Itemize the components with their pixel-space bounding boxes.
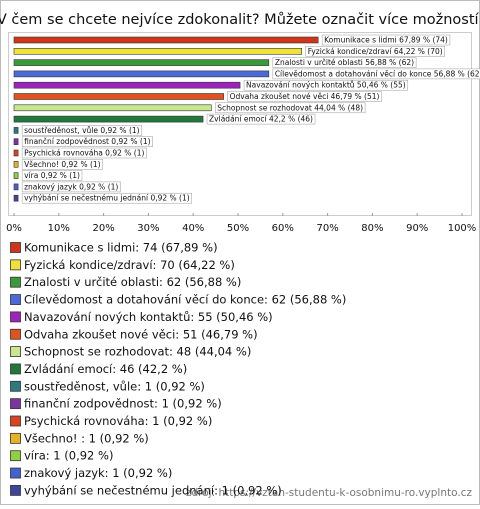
legend-swatch [10,450,21,462]
data-label: Cílevědomost a dotahování věcí do konce … [275,69,480,78]
bar [13,115,204,123]
data-label-box [21,125,142,136]
legend-swatch [10,346,21,358]
legend-label: víra: 1 (0,92 %) [24,449,113,463]
legend-swatch [10,467,21,479]
data-label-box [21,170,83,181]
data-label-box [243,79,409,91]
data-label: Schopnost se rozhodovat 44,04 % (48) [217,103,363,112]
legend-label: soustředěnost, vůle: 1 (0,92 %) [24,379,205,393]
source: zdroj: https://vztah-studentu-k-osobnimu… [186,487,473,499]
legend-swatch [10,484,21,496]
legend-swatch [10,328,21,340]
data-label: vyhýbání se nečestnému jednání 0,92 % (1… [24,194,190,203]
x-tick-label: 0% [6,223,22,234]
bar [13,149,19,157]
data-label: víra 0,92 % (1) [24,171,80,180]
bar [13,59,270,66]
x-tick-label: 100% [448,223,477,234]
data-label-box [21,147,147,159]
legend-swatch [10,432,21,444]
chart-title: V čem se chcete nejvíce zdokonalit? Může… [0,12,480,28]
data-label: Psychická rovnováha 0,92 % (1) [24,149,144,158]
x-tick-label: 80% [361,223,383,234]
data-label: Odvaha zkoušet nové věci 46,79 % (51) [230,92,380,101]
bar [13,93,224,100]
legend-label: vyhýbání se nečestnému jednání: 1 (0,92 … [24,483,282,497]
data-label-box [215,102,366,114]
data-label: finanční zodpovědnost 0,92 % (1) [24,137,150,146]
legend-swatch [10,242,21,253]
data-label-box [21,136,153,147]
legend-swatch [10,276,21,288]
x-tick-label: 40% [182,223,204,234]
legend-swatch [10,363,21,375]
data-label: Fyzická kondice/zdraví 64,22 % (70) [308,47,443,56]
legend-label: Odvaha zkoušet nové věci: 51 (46,79 %) [24,327,258,341]
bar [13,194,19,202]
data-label-box [21,159,103,170]
data-label: Komunikace s lidmi 67,89 % (74) [324,36,448,45]
x-tick-label: 20% [92,223,114,234]
legend-label: znakový jazyk: 1 (0,92 %) [24,466,172,480]
data-label: znakový jazyk 0,92 % (1) [24,182,118,191]
data-label-box [206,113,316,125]
legend-label: Znalosti v určité oblasti: 62 (56,88 %) [24,275,241,289]
data-label-box [305,46,446,57]
x-tick-label: 10% [48,223,70,234]
legend-swatch [10,311,21,323]
legend-label: Komunikace s lidmi: 74 (67,89 %) [24,241,218,255]
data-label-box [321,34,451,46]
data-label-box [21,181,121,193]
x-tick-label: 60% [272,223,294,234]
bar [13,47,303,55]
bar [13,104,212,112]
data-label: Znalosti v určité oblasti 56,88 % (62) [275,58,414,67]
bar [13,81,241,89]
bar [13,183,19,191]
bar [13,70,270,78]
x-tick-label: 70% [316,223,338,234]
data-label-box [272,68,480,80]
x-tick-label: 90% [406,223,428,234]
bar [13,172,19,179]
data-label-box [227,91,382,102]
data-label: Navazování nových kontaktů 50,46 % (55) [246,81,406,90]
bar [13,161,19,168]
legend-label: Zvládání emocí: 46 (42,2 %) [24,362,187,376]
data-label: soustředěnost, vůle 0,92 % (1) [24,126,140,135]
data-label: Všechno! 0,92 % (1) [24,160,101,169]
legend-swatch [10,380,21,392]
legend-swatch [10,415,21,427]
legend-label: Navazování nových kontaktů: 55 (50,46 %) [24,310,273,324]
bar [13,127,19,134]
x-tick-label: 50% [227,223,249,234]
legend-label: Všechno! : 1 (0,92 %) [24,431,149,445]
legend-swatch [10,294,21,305]
x-tick-label: 30% [137,223,159,234]
legend-label: Fyzická kondice/zdraví: 70 (64,22 %) [24,258,235,272]
legend-label: Schopnost se rozhodovat: 48 (44,04 %) [24,345,251,359]
legend-swatch [10,398,21,410]
data-label-box [21,192,193,204]
legend-label: finanční zodpovědnost: 1 (0,92 %) [24,397,222,411]
data-label-box [272,57,417,68]
data-label: Zvládání emocí 42,2 % (46) [209,115,313,124]
legend-label: Cílevědomost a dotahování věcí do konce:… [24,293,346,307]
bar [13,36,319,44]
legend-label: Psychická rovnováha: 1 (0,92 %) [24,414,212,428]
legend-swatch [10,259,21,271]
bar [13,138,19,145]
